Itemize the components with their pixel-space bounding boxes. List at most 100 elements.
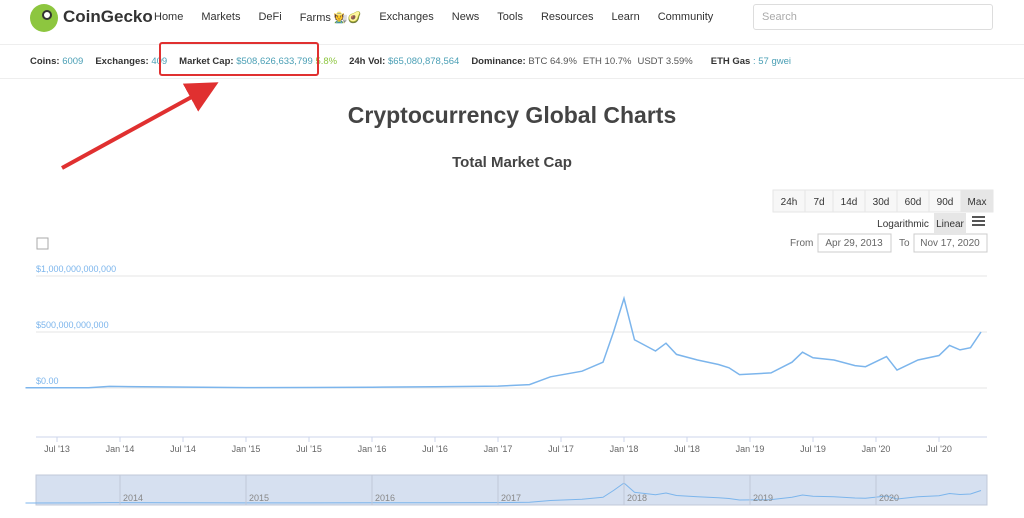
from-input[interactable]: [817, 233, 892, 253]
stat-change: 5.8%: [315, 56, 338, 67]
nav-item[interactable]: Exchanges: [379, 11, 434, 23]
chart-title: Total Market Cap: [452, 154, 572, 171]
stat: Coins: 6009: [30, 56, 83, 67]
search-box[interactable]: Search: [753, 4, 993, 30]
x-tick-label: Jul '13: [44, 444, 70, 454]
x-tick-label: Jul '18: [674, 444, 700, 454]
x-tick-label: Jan '16: [358, 444, 387, 454]
navigator-label: 2018: [627, 493, 647, 503]
button-bg: [928, 189, 962, 213]
range-button[interactable]: 14d: [832, 189, 866, 213]
stat-value[interactable]: $508,626,633,799: [236, 56, 313, 67]
to-label: To: [899, 238, 910, 249]
navigator-line: [25, 482, 982, 504]
button-label: 14d: [841, 197, 858, 208]
header: CoinGecko Home Markets DeFi Farms 🧑‍🌾🥑 Excha…: [0, 0, 1024, 45]
nav-item[interactable]: Markets: [201, 11, 241, 23]
range-button[interactable]: 60d: [896, 189, 930, 213]
x-tick-label: Jan '19: [736, 444, 765, 454]
menu-icon: [972, 220, 985, 222]
x-tick-label: Jul '20: [926, 444, 952, 454]
x-tick-label: Jan '17: [484, 444, 513, 454]
range-button[interactable]: 90d: [928, 189, 962, 213]
stat-label: ETH Gas: [710, 56, 751, 67]
market-cap-line: [25, 295, 982, 389]
x-tick-label: Jan '14: [106, 444, 135, 454]
nav-item[interactable]: Community: [657, 11, 714, 23]
x-tick-label: Jan '20: [862, 444, 891, 454]
stat-label: Dominance:: [471, 56, 526, 67]
stat-label: Market Cap:: [179, 56, 234, 67]
navigator-label: 2016: [375, 493, 395, 503]
menu-icon: [972, 224, 985, 226]
button-bg: [804, 189, 834, 213]
stat: 24h Vol: $65,080,878,564: [349, 56, 459, 67]
navigator: [35, 474, 988, 506]
x-tick-label: Jul '14: [170, 444, 196, 454]
navigator-label: 2020: [879, 493, 899, 503]
x-tick-label: Jul '19: [800, 444, 826, 454]
stat: Market Cap: $508,626,633,799 5.8%: [179, 56, 337, 67]
stat-label: Exchanges:: [95, 56, 149, 67]
button-label: 30d: [873, 197, 890, 208]
x-tick-label: Jul '17: [548, 444, 574, 454]
x-tick-label: Jan '18: [610, 444, 639, 454]
button-bg: [960, 189, 994, 213]
nav-item[interactable]: Tools: [497, 11, 523, 23]
to-date: Nov 17, 2020: [920, 238, 980, 249]
y-tick-label: $1,000,000,000,000: [36, 264, 116, 274]
y-tick-label: $0.00: [36, 376, 59, 386]
button-label: 60d: [905, 197, 922, 208]
stat-label: Coins:: [30, 56, 60, 67]
logo[interactable]: CoinGecko: [63, 7, 153, 26]
x-tick-label: Jul '15: [296, 444, 322, 454]
stat-label: 24h Vol:: [349, 56, 386, 67]
button-label: 24h: [781, 197, 798, 208]
scale-button[interactable]: Logarithmic: [872, 213, 934, 233]
button-bg: [934, 213, 966, 233]
button-label: Max: [968, 197, 987, 208]
nav-item[interactable]: Learn: [611, 11, 640, 23]
from-label: From: [790, 238, 813, 249]
range-button[interactable]: 30d: [864, 189, 898, 213]
navigator-label: 2017: [501, 493, 521, 503]
stat-value[interactable]: 6009: [62, 56, 84, 67]
logo-eye: [42, 10, 52, 20]
scale-button[interactable]: Linear: [934, 213, 966, 233]
button-label: 90d: [937, 197, 954, 208]
button-bg: [832, 189, 866, 213]
range-button[interactable]: 7d: [804, 189, 834, 213]
button-bg: [896, 189, 930, 213]
stat-value[interactable]: : 57 gwei: [753, 56, 792, 67]
stats-row: Coins: 6009 Exchanges: 409 Market Cap: $50…: [30, 56, 791, 67]
nav-item[interactable]: Home: [154, 11, 184, 23]
nav-item[interactable]: Farms 🧑‍🌾🥑: [299, 12, 362, 24]
navigator-label: 2014: [123, 493, 143, 503]
to-input[interactable]: [913, 233, 988, 253]
button-bg: [872, 213, 934, 233]
from-date: Apr 29, 2013: [825, 238, 883, 249]
broken-image: [36, 237, 49, 250]
page-title: Cryptocurrency Global Charts: [347, 102, 677, 128]
range-button[interactable]: 24h: [772, 189, 806, 213]
nav-item[interactable]: DeFi: [258, 11, 282, 23]
stat-value[interactable]: $65,080,878,564: [387, 56, 460, 67]
button-label: 7d: [813, 197, 824, 208]
dominance-item: ETH 10.7%: [582, 56, 632, 67]
y-tick-label: $500,000,000,000: [36, 320, 109, 330]
stat: Dominance: BTC 64.9% ETH 10.7% USDT 3.59%: [471, 56, 698, 67]
dominance-item: USDT 3.59%: [637, 56, 693, 67]
nav: Home Markets DeFi Farms 🧑‍🌾🥑 Exchanges News To…: [154, 11, 713, 24]
button-label: Linear: [936, 219, 964, 230]
nav-item[interactable]: News: [451, 11, 480, 23]
menu-icon: [972, 216, 985, 218]
button-bg: [864, 189, 898, 213]
nav-item[interactable]: Resources: [540, 11, 594, 23]
stats-bar: Coins: 6009 Exchanges: 409 Market Cap: $50…: [0, 45, 1024, 79]
x-tick-label: Jan '15: [232, 444, 261, 454]
button-label: Logarithmic: [877, 219, 929, 230]
range-button[interactable]: Max: [960, 189, 994, 213]
stat: ETH Gas : 57 gwei: [711, 56, 791, 67]
navigator-label: 2019: [753, 493, 773, 503]
